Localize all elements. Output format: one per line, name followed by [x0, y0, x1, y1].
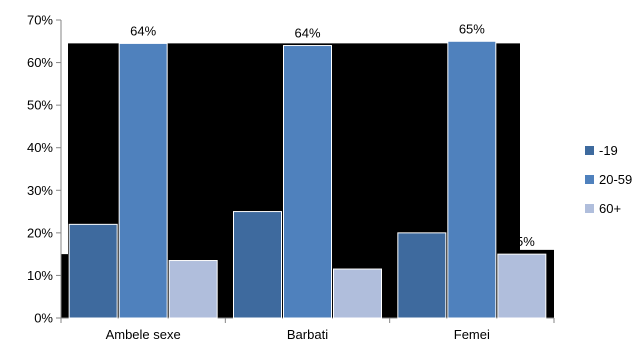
y-tick-label: 70% [27, 13, 53, 28]
y-tick-label: 0% [34, 311, 53, 326]
bar-60+-femei [497, 253, 547, 319]
bar--19-femei [397, 232, 447, 319]
legend-swatch [585, 175, 594, 184]
chart-data-labels: 22% 64% 64% 65% 15% [80, 21, 535, 249]
bar-20-59-ambele-sexe [118, 42, 168, 319]
legend-label: 60+ [599, 201, 621, 216]
y-tick-label: 10% [27, 268, 53, 283]
legend-label: 20-59 [599, 172, 632, 187]
chart-axes: 0% 10% 20% 30% 40% 50% 60% 70% Ambele sexe Barbat… [27, 13, 555, 342]
y-tick-label: 60% [27, 55, 53, 70]
bar-60+-barbati [333, 268, 382, 319]
data-label: 64% [130, 23, 156, 38]
bar--19-barbati [233, 211, 282, 319]
y-tick-label: 20% [27, 225, 53, 240]
legend-swatch [585, 204, 594, 213]
x-tick-label: Femei [454, 327, 490, 342]
bar--19-ambele-sexe [68, 223, 118, 319]
y-tick-label: 40% [27, 140, 53, 155]
legend-swatch [585, 146, 594, 155]
bar-20-59-femei [447, 40, 497, 319]
bar-20-59-barbati [283, 45, 332, 319]
chart-legend: -19 20-59 60+ [585, 143, 632, 216]
y-tick-label: 50% [27, 98, 53, 113]
x-tick-label: Ambele sexe [106, 327, 181, 342]
data-label: 64% [294, 26, 320, 41]
data-label: 65% [459, 21, 485, 36]
data-label: 22% [80, 204, 106, 219]
x-tick-label: Barbati [287, 327, 328, 342]
y-tick-label: 30% [27, 183, 53, 198]
legend-label: -19 [599, 143, 618, 158]
bar-60+-ambele-sexe [168, 260, 218, 319]
data-label: 15% [509, 234, 535, 249]
chart-bars [68, 40, 547, 319]
